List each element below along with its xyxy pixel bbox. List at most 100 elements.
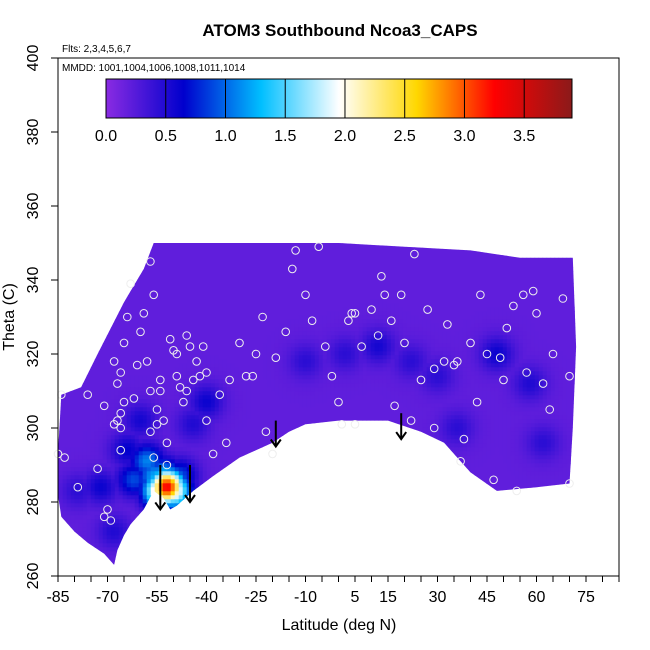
heatmap-cell [462, 275, 468, 280]
heatmap-cell [494, 327, 500, 332]
heatmap-cell [422, 307, 428, 312]
heatmap-cell [130, 355, 136, 360]
heatmap-cell [518, 327, 524, 332]
heatmap-cell [194, 255, 200, 260]
heatmap-cell [402, 259, 408, 264]
heatmap-cell [166, 243, 172, 248]
heatmap-cell [254, 351, 260, 356]
heatmap-cell [430, 383, 436, 388]
heatmap-cell [390, 363, 396, 368]
heatmap-cell [174, 351, 180, 356]
heatmap-cell [166, 335, 172, 340]
heatmap-cell [202, 255, 208, 260]
heatmap-cell [242, 319, 248, 324]
heatmap-cell [270, 311, 276, 316]
heatmap-cell [466, 347, 472, 352]
heatmap-cell [430, 351, 436, 356]
heatmap-cell [86, 243, 92, 248]
heatmap-cell [210, 283, 216, 288]
heatmap-cell [134, 367, 140, 372]
heatmap-cell [462, 307, 468, 312]
heatmap-cell [118, 355, 124, 360]
heatmap-cell [94, 267, 100, 272]
heatmap-cell [286, 383, 292, 388]
heatmap-cell [470, 287, 476, 292]
heatmap-cell [334, 299, 340, 304]
heatmap-cell [310, 387, 316, 392]
heatmap-cell [486, 287, 492, 292]
heatmap-cell [86, 315, 92, 320]
heatmap-cell [558, 355, 564, 360]
heatmap-cell [174, 359, 180, 364]
heatmap-cell [274, 339, 280, 344]
heatmap-cell [438, 255, 444, 260]
heatmap-cell [566, 367, 572, 372]
heatmap-cell [398, 331, 404, 336]
heatmap-cell [210, 351, 216, 356]
heatmap-cell [66, 379, 72, 384]
heatmap-cell [162, 307, 168, 312]
heatmap-cell [182, 323, 188, 328]
heatmap-cell [234, 275, 240, 280]
heatmap-cell [290, 327, 296, 332]
heatmap-cell [574, 339, 577, 344]
heatmap-cell [198, 359, 204, 364]
heatmap-cell [362, 379, 368, 384]
heatmap-cell [514, 347, 520, 352]
heatmap-cell [282, 379, 288, 384]
heatmap-cell [66, 375, 72, 380]
heatmap-cell [262, 299, 268, 304]
heatmap-cell [534, 319, 540, 324]
heatmap-cell [286, 247, 292, 252]
heatmap-cell [142, 303, 148, 308]
heatmap-cell [454, 359, 460, 364]
heatmap-cell [494, 255, 500, 260]
heatmap-cell [94, 319, 100, 324]
heatmap-cell [522, 339, 528, 344]
heatmap-cell [570, 267, 576, 272]
heatmap-cell [82, 275, 88, 280]
heatmap-cell [202, 271, 208, 276]
heatmap-cell [242, 279, 248, 284]
heatmap-cell [158, 275, 164, 280]
heatmap-cell [102, 287, 108, 292]
heatmap-cell [474, 347, 480, 352]
heatmap-cell [334, 363, 340, 368]
heatmap-cell [542, 343, 548, 348]
heatmap-cell [286, 351, 292, 356]
heatmap-cell [498, 243, 504, 244]
heatmap-cell [442, 343, 448, 348]
heatmap-cell [406, 283, 412, 288]
heatmap-cell [554, 383, 560, 388]
heatmap-cell [474, 331, 480, 336]
heatmap-cell [474, 255, 480, 260]
heatmap-cell [138, 271, 144, 276]
heatmap-cell [386, 247, 392, 252]
heatmap-cell [234, 355, 240, 360]
heatmap-cell [230, 243, 236, 248]
heatmap-cell [166, 323, 172, 328]
heatmap-cell [306, 243, 312, 244]
heatmap-cell [326, 279, 332, 284]
heatmap-cell [158, 247, 164, 252]
heatmap-cell [566, 255, 572, 260]
heatmap-cell [258, 243, 264, 248]
heatmap-cell [242, 299, 248, 304]
heatmap-cell [438, 335, 444, 340]
heatmap-cell [114, 323, 120, 328]
heatmap-cell [58, 355, 64, 360]
heatmap-cell [306, 335, 312, 340]
heatmap-cell [130, 315, 136, 320]
heatmap-cell [562, 343, 568, 348]
heatmap-cell [70, 295, 76, 300]
heatmap-cell [490, 343, 496, 348]
heatmap-cell [438, 367, 444, 372]
heatmap-cell [138, 283, 144, 288]
heatmap-cell [378, 327, 384, 332]
heatmap-cell [170, 311, 176, 316]
heatmap-cell [522, 303, 528, 308]
heatmap-cell [78, 379, 84, 384]
heatmap-cell [362, 335, 368, 340]
heatmap-cell [478, 387, 484, 392]
heatmap-cell [426, 243, 432, 244]
